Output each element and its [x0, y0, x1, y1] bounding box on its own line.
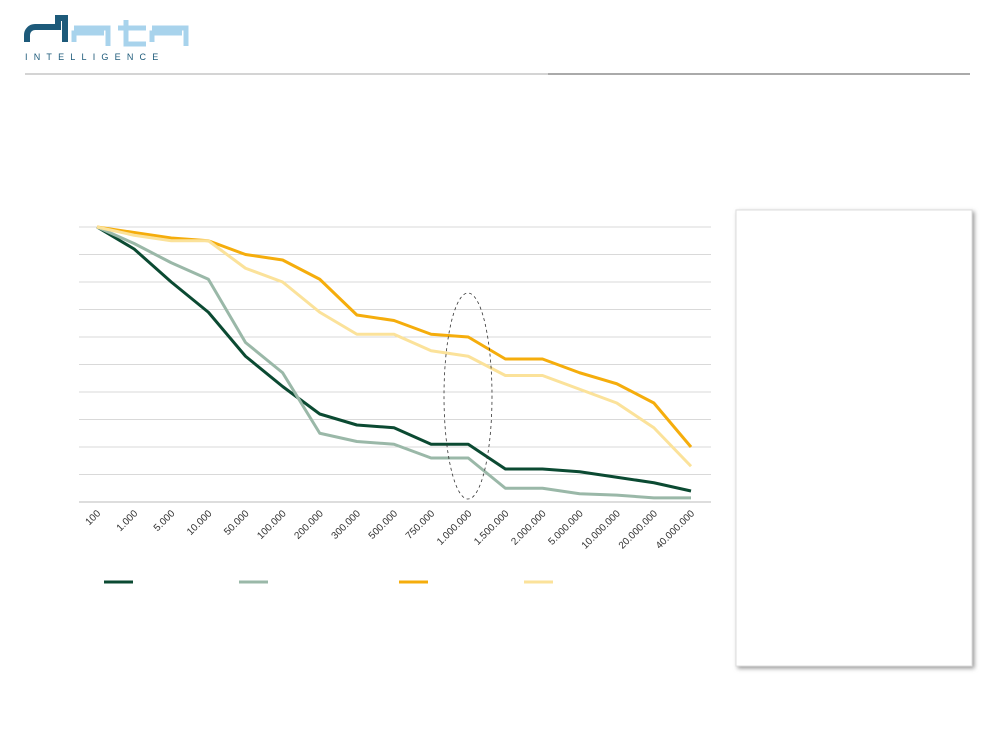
- series-line: [96, 225, 691, 500]
- logo-t: [118, 20, 146, 47]
- x-tick-label: 20.000.000: [617, 508, 660, 551]
- logo-text: INTELLIGENCE: [25, 52, 164, 62]
- series-line: [96, 225, 693, 468]
- x-tick-label: 1.500.000: [472, 508, 512, 548]
- lines: [96, 225, 693, 500]
- x-tick-label: 100: [84, 508, 104, 528]
- x-tick-label: 2.000.000: [509, 508, 549, 548]
- logo-a2: [149, 25, 189, 46]
- x-tick-label: 50.000: [222, 508, 252, 538]
- grid: [79, 226, 711, 503]
- x-tick-label: 100.000: [255, 508, 289, 542]
- logo: INTELLIGENCE: [24, 15, 189, 62]
- x-tick-label: 1.000.000: [435, 508, 475, 548]
- x-tick-label: 10.000: [185, 508, 215, 538]
- highlight-ellipse: [443, 292, 493, 500]
- x-tick-label: 500.000: [367, 508, 401, 542]
- logo-d: [24, 15, 68, 42]
- x-tick-label: 40.000.000: [654, 508, 697, 551]
- x-tick-label: 200.000: [293, 508, 327, 542]
- x-tick-label: 5.000.000: [547, 508, 587, 548]
- x-tick-label: 10.000.000: [580, 508, 623, 551]
- x-tick-label: 300.000: [330, 508, 364, 542]
- x-tick-label: 750.000: [404, 508, 438, 542]
- x-tick-label: 1.000: [115, 508, 141, 534]
- side-panel: [735, 209, 973, 667]
- series-line: [96, 225, 692, 493]
- logo-a: [71, 25, 111, 46]
- x-tick-label: 5.000: [152, 508, 178, 534]
